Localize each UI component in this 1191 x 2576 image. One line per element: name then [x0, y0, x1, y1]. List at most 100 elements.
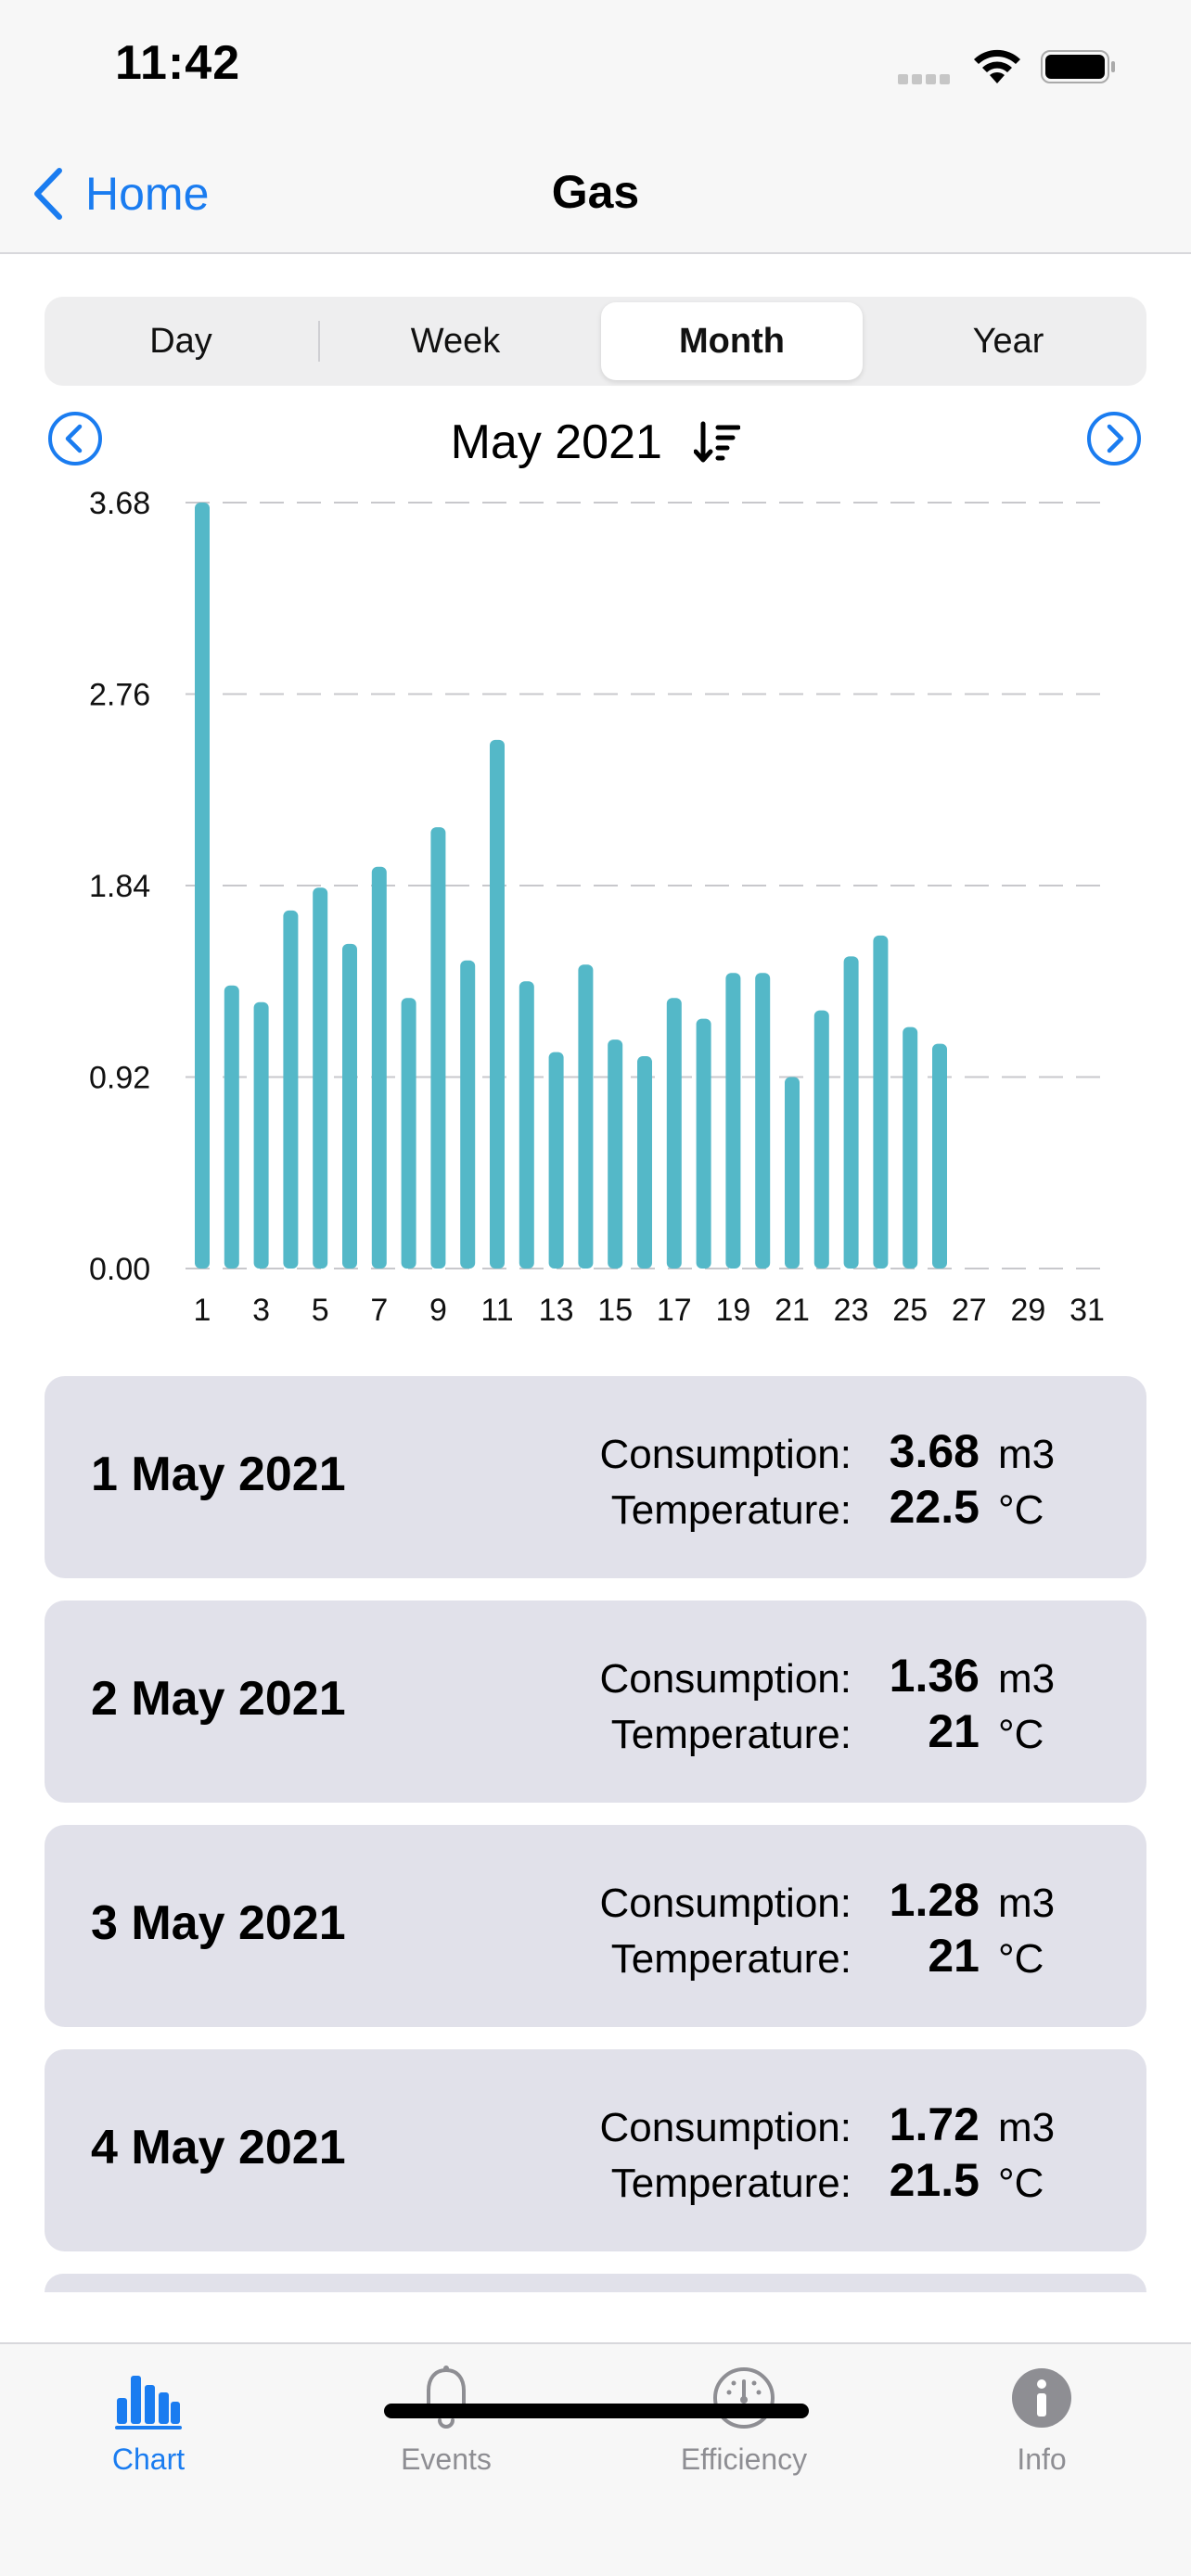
- bar-day-7: [371, 866, 387, 1269]
- day-card-5-peek[interactable]: [45, 2274, 1146, 2292]
- period-header: May 2021: [0, 408, 1191, 469]
- bar-day-5: [313, 887, 328, 1269]
- temperature-label: Temperature:: [610, 1712, 852, 1757]
- bar-day-19: [725, 973, 741, 1269]
- next-period-button[interactable]: [1085, 410, 1143, 467]
- consumption-label: Consumption:: [599, 2105, 852, 2150]
- tab-label: Events: [401, 2442, 492, 2476]
- battery-icon: [1041, 50, 1115, 83]
- consumption-unit: m3: [998, 1432, 1056, 1477]
- x-tick-label: 19: [715, 1293, 750, 1328]
- bar-day-11: [490, 739, 505, 1269]
- segment-day[interactable]: Day: [149, 321, 212, 361]
- day-card-4[interactable]: 4 May 2021 Consumption: 1.72 m3 Temperat…: [45, 2049, 1146, 2251]
- y-tick-label: 3.68: [89, 486, 150, 521]
- bar-day-20: [755, 973, 771, 1269]
- page-title: Gas: [551, 166, 640, 218]
- y-tick-label: 1.84: [89, 869, 150, 904]
- segment-month[interactable]: Month: [601, 302, 863, 380]
- consumption-unit: m3: [998, 2105, 1056, 2150]
- consumption-label: Consumption:: [599, 1881, 852, 1926]
- x-tick-label: 11: [480, 1293, 513, 1328]
- consumption-label: Consumption:: [599, 1432, 852, 1477]
- consumption-value: 1.36: [889, 1650, 980, 1702]
- consumption-unit: m3: [998, 1656, 1056, 1702]
- y-tick-label: 0.92: [89, 1061, 150, 1096]
- x-tick-label: 25: [892, 1293, 928, 1328]
- bar-day-23: [843, 956, 859, 1269]
- day-card-3[interactable]: 3 May 2021 Consumption: 1.28 m3 Temperat…: [45, 1825, 1146, 2027]
- period-label: May 2021: [450, 415, 662, 470]
- daily-readings-list: 1 May 2021 Consumption: 3.68 m3 Temperat…: [45, 1376, 1146, 2292]
- tab-efficiency[interactable]: Efficiency: [596, 2363, 892, 2502]
- x-tick-label: 23: [834, 1293, 869, 1328]
- consumption-value: 1.28: [889, 1874, 980, 1926]
- navigation-bar: Home Gas: [0, 139, 1191, 254]
- segment-divider: [318, 321, 320, 362]
- day-card-1[interactable]: 1 May 2021 Consumption: 3.68 m3 Temperat…: [45, 1376, 1146, 1578]
- bar-day-17: [666, 998, 682, 1269]
- tab-events[interactable]: Events: [298, 2363, 595, 2502]
- tab-label: Efficiency: [680, 2442, 808, 2476]
- x-tick-label: 13: [539, 1293, 574, 1328]
- segment-year[interactable]: Year: [972, 321, 1044, 361]
- bar-day-22: [813, 1010, 829, 1269]
- home-indicator: [384, 2404, 809, 2418]
- y-tick-label: 2.76: [89, 678, 150, 713]
- x-tick-label: 5: [312, 1293, 329, 1328]
- temperature-value: 21: [928, 1705, 980, 1757]
- temperature-unit: °C: [998, 1936, 1044, 1982]
- temperature-value: 22.5: [889, 1481, 980, 1533]
- y-tick-label: 0.00: [89, 1252, 150, 1287]
- period-segmented-control: Day Week Month Year: [45, 297, 1146, 386]
- bar-day-24: [873, 935, 889, 1269]
- consumption-bar-chart: 0.000.921.842.763.681 3 5 7 9 11 13 15 17 19 21 23 2…: [89, 486, 1105, 1328]
- tab-info[interactable]: Info: [893, 2363, 1190, 2502]
- day-metrics: Consumption: 1.72 m3 Temperature: 21.5 °…: [583, 2098, 1102, 2218]
- temperature-value: 21: [928, 1930, 980, 1982]
- bar-day-4: [283, 910, 299, 1269]
- consumption-value: 3.68: [889, 1425, 980, 1477]
- back-label: Home: [85, 168, 210, 220]
- cellular-signal-icon: [898, 72, 957, 85]
- bar-day-6: [342, 943, 357, 1269]
- back-button[interactable]: Home: [32, 161, 209, 226]
- x-tick-label: 3: [252, 1293, 270, 1328]
- x-tick-label: 7: [370, 1293, 388, 1328]
- bar-day-15: [608, 1039, 623, 1269]
- day-date: 1 May 2021: [91, 1447, 346, 1501]
- temperature-label: Temperature:: [610, 2161, 852, 2206]
- status-time: 11:42: [115, 36, 241, 90]
- day-date: 3 May 2021: [91, 1896, 346, 1950]
- consumption-value: 1.72: [889, 2098, 980, 2150]
- x-tick-label: 21: [775, 1293, 810, 1328]
- bar-chart-icon: [115, 2376, 182, 2429]
- day-card-2[interactable]: 2 May 2021 Consumption: 1.36 m3 Temperat…: [45, 1600, 1146, 1803]
- temperature-unit: °C: [998, 1487, 1044, 1533]
- bar-day-21: [785, 1077, 800, 1269]
- temperature-label: Temperature:: [610, 1936, 852, 1982]
- temperature-unit: °C: [998, 2161, 1044, 2206]
- bar-day-3: [253, 1001, 269, 1269]
- bar-day-16: [637, 1056, 652, 1269]
- tab-label: Info: [1017, 2442, 1067, 2476]
- info-icon: [1012, 2368, 1071, 2428]
- temperature-label: Temperature:: [610, 1487, 852, 1533]
- wifi-icon: [974, 49, 1020, 83]
- tab-chart[interactable]: Chart: [0, 2363, 297, 2502]
- tab-bar: Chart Events Efficiency Info: [0, 2342, 1191, 2576]
- bar-day-9: [430, 827, 446, 1269]
- previous-period-button[interactable]: [46, 410, 104, 467]
- temperature-value: 21.5: [889, 2154, 980, 2206]
- x-tick-label: 27: [952, 1293, 987, 1328]
- bar-day-8: [401, 998, 416, 1269]
- x-tick-label: 29: [1010, 1293, 1045, 1328]
- consumption-label: Consumption:: [599, 1656, 852, 1702]
- segment-week[interactable]: Week: [410, 321, 501, 361]
- chevron-left-icon: [34, 168, 62, 220]
- bar-day-10: [460, 960, 476, 1269]
- tab-label: Chart: [111, 2442, 186, 2476]
- sort-icon[interactable]: [694, 420, 741, 465]
- x-tick-label: 9: [429, 1293, 447, 1328]
- period-title: May 2021: [0, 412, 1191, 470]
